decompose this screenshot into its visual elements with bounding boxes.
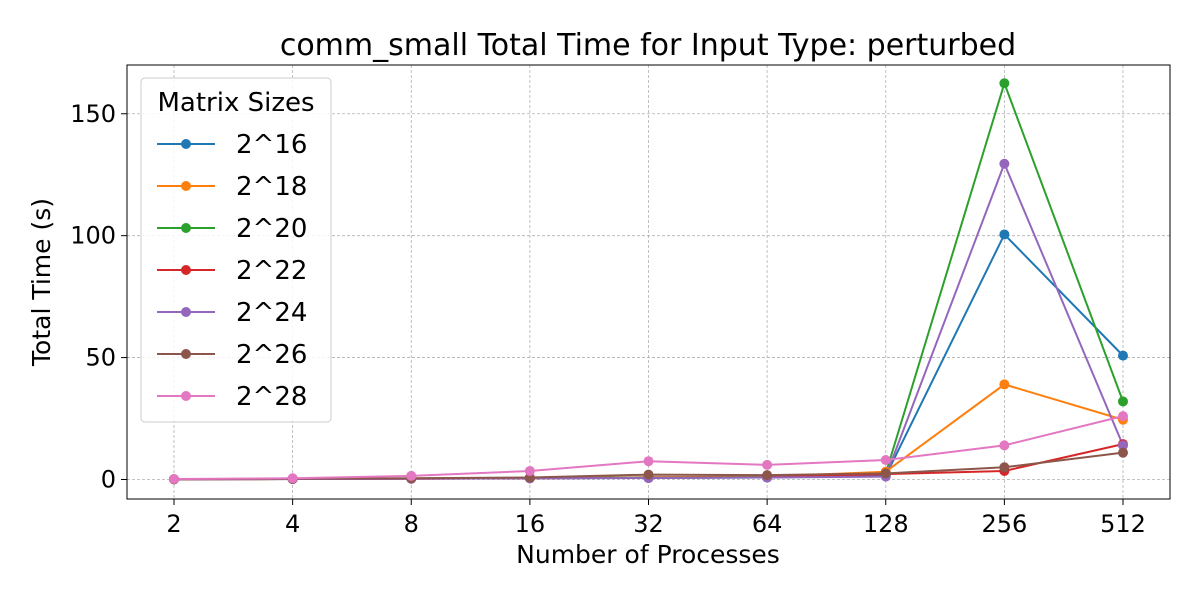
legend: Matrix Sizes 2^16 2^18 2^20 2^22 2^24 2^26 2^2… — [140, 77, 332, 423]
data-point — [999, 158, 1010, 169]
legend-marker — [181, 265, 191, 275]
y-axis-label: Total Time (s) — [27, 198, 56, 367]
data-point — [1118, 447, 1128, 458]
x-tick-label: 2 — [166, 510, 181, 538]
data-point — [1118, 440, 1128, 451]
legend-label: 2^18 — [236, 172, 307, 202]
data-point — [762, 459, 773, 470]
series-points — [169, 78, 1128, 485]
data-point — [169, 474, 179, 485]
data-point — [287, 473, 298, 484]
legend-label: 2^16 — [236, 130, 307, 160]
x-tick-label: 512 — [1100, 510, 1146, 538]
y-tick-label: 100 — [70, 222, 116, 250]
x-tick-label: 8 — [404, 510, 419, 538]
legend-label: 2^26 — [236, 340, 307, 370]
data-point — [999, 379, 1010, 390]
data-point — [999, 229, 1010, 240]
x-tick-label: 32 — [633, 510, 664, 538]
legend-marker — [181, 349, 191, 359]
data-point — [880, 454, 891, 465]
x-tick-label: 128 — [863, 510, 909, 538]
legend-marker — [181, 223, 191, 233]
data-point — [762, 470, 773, 481]
data-point — [643, 469, 654, 480]
data-point — [999, 462, 1010, 473]
data-point — [406, 470, 417, 481]
chart-title: comm_small Total Time for Input Type: pe… — [280, 28, 1016, 63]
x-tick-label: 256 — [981, 510, 1027, 538]
legend-label: 2^22 — [236, 256, 307, 286]
legend-marker — [181, 307, 191, 317]
legend-label: 2^24 — [236, 298, 307, 328]
data-point — [1118, 396, 1128, 407]
y-axis-ticks: 0 50 100 150 — [70, 100, 127, 493]
y-tick-label: 0 — [101, 465, 116, 493]
data-point — [1118, 350, 1128, 361]
x-axis-ticks: 2 4 8 16 32 64 128 256 512 — [166, 499, 1146, 538]
y-tick-label: 50 — [85, 344, 116, 372]
data-point — [524, 465, 535, 476]
data-point — [880, 468, 891, 479]
x-tick-label: 4 — [285, 510, 300, 538]
legend-marker — [181, 139, 191, 149]
data-point — [643, 456, 654, 467]
data-point — [999, 78, 1010, 89]
legend-marker — [181, 391, 191, 401]
y-tick-label: 150 — [70, 100, 116, 128]
legend-box — [140, 77, 332, 423]
legend-marker — [181, 181, 191, 191]
legend-title: Matrix Sizes — [157, 88, 314, 118]
data-point — [1118, 411, 1128, 422]
x-tick-label: 64 — [752, 510, 783, 538]
legend-label: 2^20 — [236, 214, 307, 244]
x-axis-label: Number of Processes — [516, 540, 780, 569]
data-point — [999, 440, 1010, 451]
legend-label: 2^28 — [236, 382, 307, 412]
x-tick-label: 16 — [515, 510, 546, 538]
